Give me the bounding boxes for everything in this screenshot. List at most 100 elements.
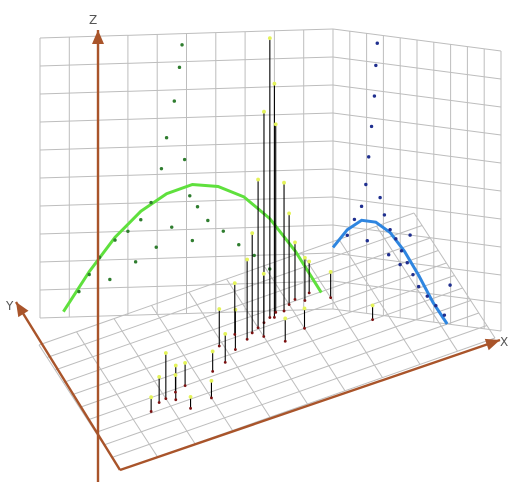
left-wall-point — [154, 245, 158, 249]
stem-base-marker — [233, 348, 237, 351]
stem-tip-marker — [256, 177, 260, 182]
right-wall-point — [399, 249, 404, 253]
right-wall-point — [367, 155, 371, 159]
stem-base-marker — [273, 316, 276, 319]
back-wall-grid-line — [39, 84, 334, 95]
stem-tip-marker — [370, 303, 375, 308]
stem-base-marker — [189, 406, 192, 410]
right-wall-point — [369, 124, 374, 129]
stem-tip-marker — [302, 306, 307, 311]
stem-tip-marker — [293, 240, 297, 245]
y-axis-arrowhead — [16, 302, 29, 318]
stem-base-marker — [283, 339, 287, 343]
stem-base-marker — [223, 360, 227, 364]
stem-tip-marker — [210, 349, 215, 354]
back-wall-grid-line — [39, 112, 334, 123]
right-wall-grid-line — [332, 56, 502, 80]
left-wall-point — [206, 218, 210, 223]
right-wall-grid-line — [332, 84, 502, 108]
stem-tip-marker — [245, 257, 250, 262]
back-wall-grid-line — [39, 140, 334, 151]
stem-points — [149, 36, 375, 413]
stem-base-marker — [371, 318, 374, 322]
x-axis-label: X — [500, 335, 508, 349]
stem-tip-marker — [250, 231, 255, 236]
right-wall-point — [378, 195, 382, 200]
x-axis — [119, 338, 501, 472]
left-wall-point — [177, 65, 182, 70]
right-wall-point — [448, 283, 452, 287]
right-wall-point — [408, 233, 412, 237]
stem-tip-marker — [307, 259, 312, 264]
stem-base-marker — [307, 291, 311, 295]
stem-tip-marker — [232, 281, 237, 286]
floor-grid-line — [63, 250, 439, 383]
left-wall-point — [149, 200, 153, 205]
z-axis-arrowhead — [92, 30, 104, 44]
back-wall-grid-line — [39, 56, 334, 67]
left-wall-point — [87, 272, 91, 277]
floor-grid-line — [301, 252, 383, 378]
right-wall-grid-line — [332, 140, 502, 164]
left-wall-point — [237, 242, 241, 247]
right-wall-point — [416, 284, 421, 289]
right-wall-point — [382, 213, 387, 217]
stem-tip-marker — [149, 395, 154, 400]
back-wall-grid-line — [39, 28, 334, 39]
stem-base-marker — [256, 326, 260, 330]
wall-projection-points — [77, 41, 452, 317]
stem-tip-marker — [209, 378, 214, 383]
left-wall-point — [252, 253, 256, 258]
stem-base-marker — [303, 326, 306, 330]
right-wall-point — [434, 303, 438, 308]
left-wall-point — [113, 238, 117, 242]
right-wall-point — [425, 294, 429, 298]
left-wall-point — [195, 205, 200, 209]
left-wall-point — [77, 289, 81, 294]
stem-tip-marker — [267, 36, 272, 41]
stem-tip-marker — [188, 395, 193, 399]
stem-base-marker — [293, 298, 297, 301]
stem-tip-marker — [233, 307, 238, 312]
floor-grid-line — [413, 212, 496, 339]
stem-base-marker — [303, 299, 307, 302]
projection-curves — [62, 182, 449, 325]
stem-base-marker — [174, 398, 178, 402]
stem-base-marker — [245, 337, 249, 341]
left-wall-point — [172, 99, 177, 103]
stem-tip-marker — [303, 255, 307, 260]
stem-tip-marker — [282, 180, 286, 185]
right-wall-grid-line — [332, 28, 502, 52]
stem-tip-marker — [223, 331, 228, 336]
stem-tip-marker — [273, 122, 278, 127]
stem-base-marker — [183, 384, 187, 388]
right-wall-point — [345, 233, 349, 237]
stem-base-marker — [250, 331, 254, 335]
stem-tip-marker — [217, 307, 222, 311]
left-wall-point — [221, 229, 226, 233]
stem-tip-marker — [262, 109, 266, 114]
stem-base-marker — [329, 296, 333, 299]
right-wall-curve — [331, 218, 449, 325]
stem-base-marker — [174, 390, 177, 394]
x-axis-arrowhead — [484, 338, 500, 351]
y-axis-label: Y — [5, 299, 14, 313]
stem-base-marker — [268, 316, 272, 319]
left-wall-point — [180, 43, 184, 47]
stem-tip-marker — [163, 351, 168, 355]
stem-tip-marker — [157, 374, 162, 379]
floor-grid-line — [79, 275, 455, 408]
back-wall-grid-line — [39, 168, 334, 179]
stem-tip-marker — [173, 373, 178, 377]
right-wall-point — [405, 261, 409, 265]
floor-grid-line — [38, 212, 415, 346]
right-wall-grid-line — [332, 168, 502, 192]
stem-tip-marker — [287, 211, 292, 216]
right-wall-point — [359, 204, 364, 209]
right-wall-point — [375, 41, 379, 45]
stem-base-marker — [282, 309, 286, 313]
left-wall-point — [164, 136, 169, 140]
left-wall-point — [190, 238, 195, 243]
stem-base-marker — [274, 310, 278, 314]
stem-base-marker — [287, 303, 291, 306]
